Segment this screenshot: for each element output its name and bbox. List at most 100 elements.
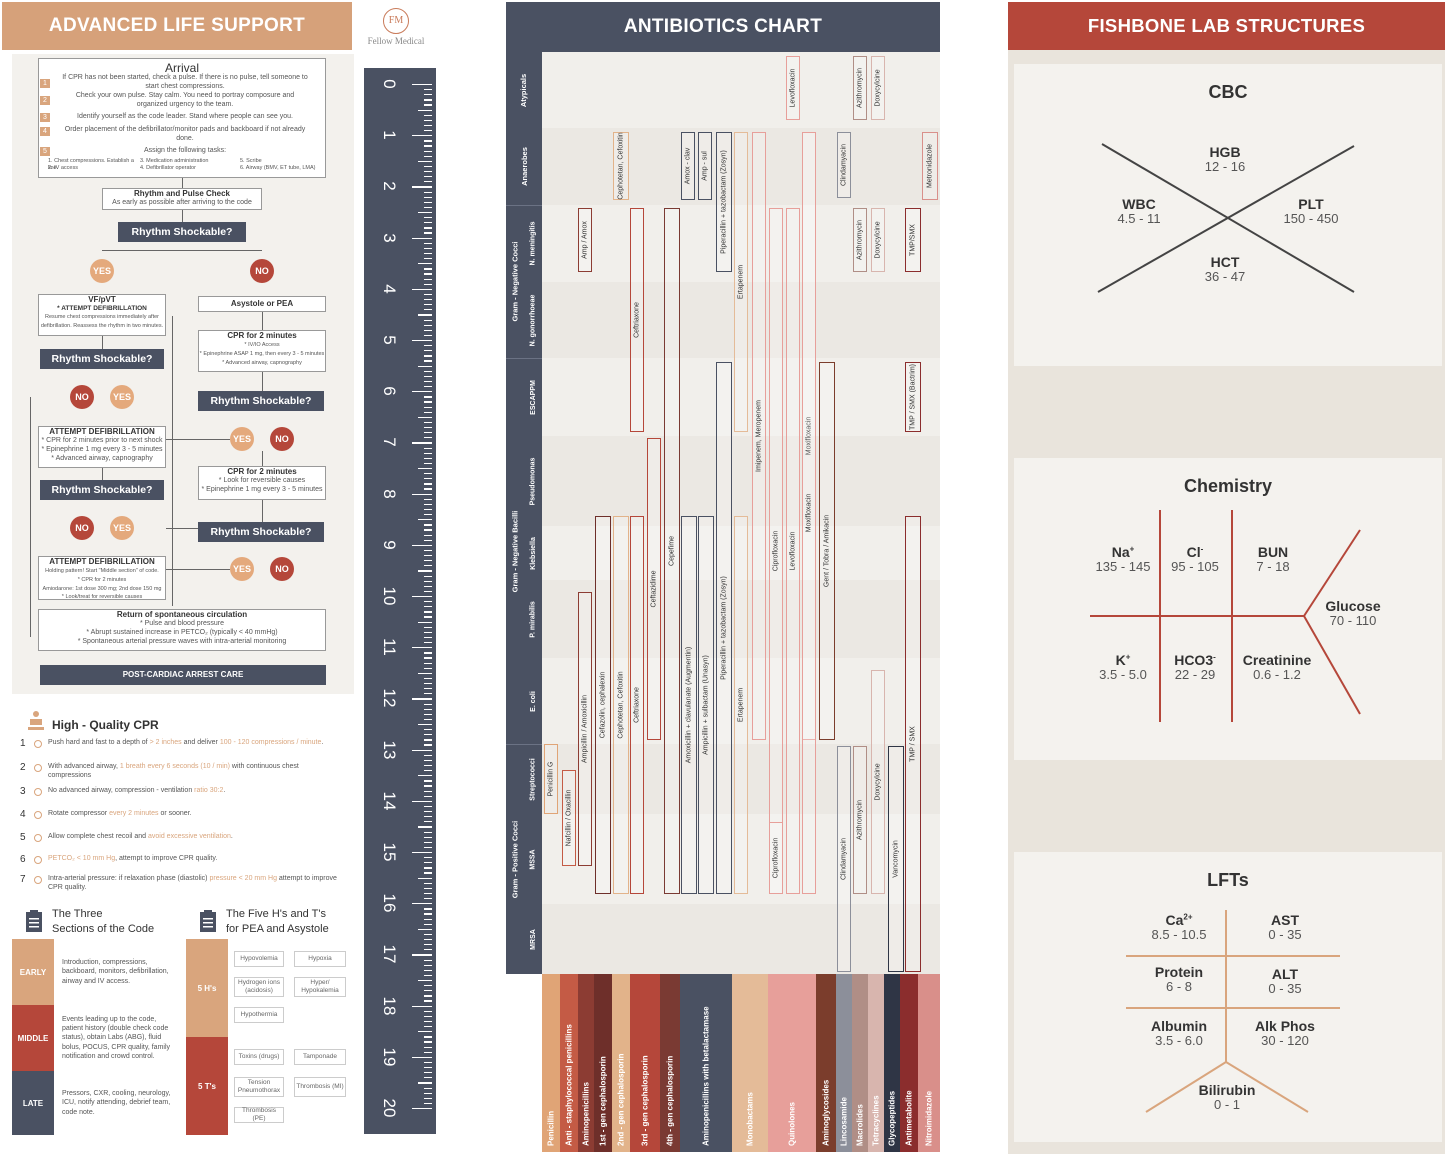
connector	[30, 397, 31, 637]
ruler-tick	[424, 652, 432, 654]
ruler-tick	[424, 242, 432, 244]
drug-name: Ertapenem	[737, 264, 745, 300]
ruler-tick	[424, 677, 432, 680]
rhythm-check-title: Rhythm and Pulse Check	[133, 189, 231, 198]
clipboard-icon	[198, 909, 218, 933]
drug-coverage-bar: Cephotetan, Cefoxitin	[613, 132, 629, 200]
cpr-number: 7	[20, 874, 26, 885]
ruler-tick	[424, 887, 432, 890]
ruler-tick	[424, 1051, 432, 1053]
cpr-item: 5 Allow complete chest recoil and avoid e…	[20, 832, 340, 852]
antibiotic-class: Lincosamide	[836, 974, 852, 1152]
cpr-box-1: CPR for 2 minutes * IV/IO Access * Epine…	[198, 330, 326, 372]
rhythm-shockable-2: Rhythm Shockable?	[40, 349, 164, 369]
drug-coverage-bar: Metronidazole	[922, 132, 938, 200]
ruler-tick	[424, 473, 432, 475]
creatinine-label: Creatinine 0.6 - 1.2	[1222, 652, 1332, 683]
ruler-tick	[424, 744, 432, 746]
task-item: 6. Airway (BMV, ET tube, LMA)	[240, 165, 316, 171]
ruler-tick	[424, 836, 432, 838]
creatinine-value: 0.6 - 1.2	[1253, 667, 1301, 683]
ca-value: 8.5 - 10.5	[1151, 927, 1207, 943]
cpr-person-icon	[26, 710, 46, 732]
ruler-tick	[424, 816, 432, 818]
cpr-text: PETCO₂ < 10 mm Hg, attempt to improve CP…	[48, 854, 338, 863]
ruler-tick	[424, 718, 432, 721]
ruler-tick	[424, 232, 432, 234]
drug-coverage-bar: Penicillin G	[544, 744, 558, 814]
ruler-tick	[424, 846, 432, 849]
drug-name: Gent / Tobra / Amikacin	[823, 514, 831, 588]
ruler-tick	[424, 278, 432, 280]
plt-name: PLT	[1298, 196, 1324, 212]
protein-name: Protein	[1154, 964, 1204, 980]
hts-title-line: for PEA and Asystole	[226, 922, 329, 935]
ca-label: Ca2+ 8.5 - 10.5	[1124, 912, 1234, 943]
cpr-title: High - Quality CPR	[52, 718, 159, 732]
ruler-tick	[424, 293, 432, 296]
antibiotic-class: Glycopeptides	[884, 974, 900, 1152]
ruler-tick	[424, 370, 432, 372]
ruler-tick	[424, 555, 432, 557]
drug-name: Vancomycin	[892, 840, 900, 878]
ruler-tick	[424, 114, 432, 116]
cpr-text-part: attempt to improve CPR quality.	[48, 875, 337, 892]
drug-name: Ampicillin + sulbactam (Unasyn)	[702, 655, 710, 755]
drug-name: Azithromycin	[856, 219, 864, 261]
ruler-tick	[424, 350, 432, 352]
vf-text: Resume chest compressions immediately af…	[40, 314, 164, 329]
drug-name: Ceftriaxone	[633, 302, 641, 338]
cpr-bullet-icon	[34, 834, 42, 842]
class-label: Penicillin	[546, 1110, 556, 1146]
vf-sub: * ATTEMPT DEFIBRILLATION	[57, 305, 147, 312]
arrival-step: Order placement of the defibrillator/mon…	[64, 126, 306, 142]
rhythm-check-sub: As early as possible after arriving to t…	[112, 199, 252, 206]
ruler-tick	[424, 1067, 432, 1069]
alt-value: 0 - 35	[1268, 981, 1302, 997]
drug-coverage-bar: TMP/SMX	[905, 208, 921, 272]
ruler-tick	[424, 1102, 432, 1105]
ruler-tick	[424, 990, 432, 992]
yes-badge: YES	[90, 259, 114, 283]
ruler-tick	[424, 514, 432, 516]
arrival-step: Check your own pulse. Stay calm. You nee…	[75, 92, 295, 108]
ruler-tick	[424, 805, 432, 808]
drug-coverage-bar: Clindamyacin	[837, 746, 851, 972]
defib-box-3: ATTEMPT DEFIBRILLATION Holding pattern! …	[38, 556, 166, 600]
h-item: Hydrogen ions (acidosis)	[234, 977, 284, 997]
class-label: Aminopenicillins with betalactamase	[701, 1006, 711, 1146]
ruler-tick	[424, 355, 432, 357]
wbc-label: WBC 4.5 - 11	[1084, 196, 1194, 227]
drug-coverage-bar: Levofloxacin	[786, 56, 800, 120]
ruler-number: 20	[380, 1098, 399, 1118]
hct-label: HCT 36 - 47	[1170, 254, 1280, 285]
ast-value: 0 - 35	[1268, 927, 1302, 943]
ruler-tick	[424, 560, 432, 562]
ruler-number: 4	[380, 284, 399, 294]
ruler-tick	[424, 790, 432, 792]
ruler-number: 8	[380, 488, 399, 499]
ruler-tick	[424, 1036, 432, 1038]
antibiotic-class: Aminopenicillins	[578, 974, 594, 1152]
ruler-tick	[424, 606, 432, 608]
antibiotic-class: Aminoglycosides	[816, 974, 836, 1152]
cpr-item: 4 Rotate compressor every 2 minutes or so…	[20, 809, 340, 829]
ruler-tick	[424, 831, 432, 833]
ruler-tick	[424, 734, 432, 736]
connector	[262, 372, 263, 391]
cpr-text-part: or sooner.	[158, 810, 192, 817]
ruler-tick	[424, 498, 432, 500]
section-early: EARLY Introduction, compressions, backbo…	[12, 939, 180, 1005]
ast-name: AST	[1271, 912, 1299, 928]
task-item: 4. Defibrillator operator	[140, 165, 196, 171]
rosc-title: Return of spontaneous circulation	[116, 610, 248, 619]
fellow-medical-logo: FM Fellow Medical	[356, 2, 436, 62]
cpr-highlight: 100 - 120 compressions / minute	[219, 739, 322, 746]
class-label: Anti - staphylococcal penicillins	[564, 1024, 574, 1146]
section-text: Introduction, compressions, backboard, m…	[62, 959, 169, 985]
cpr-text-part: Allow complete chest recoil and	[48, 833, 148, 840]
ruler-number: 15	[380, 842, 399, 862]
cpr-box-title: CPR for 2 minutes	[227, 331, 297, 340]
drug-name: Clindamyacin	[840, 837, 848, 881]
ruler-tick	[424, 176, 432, 178]
